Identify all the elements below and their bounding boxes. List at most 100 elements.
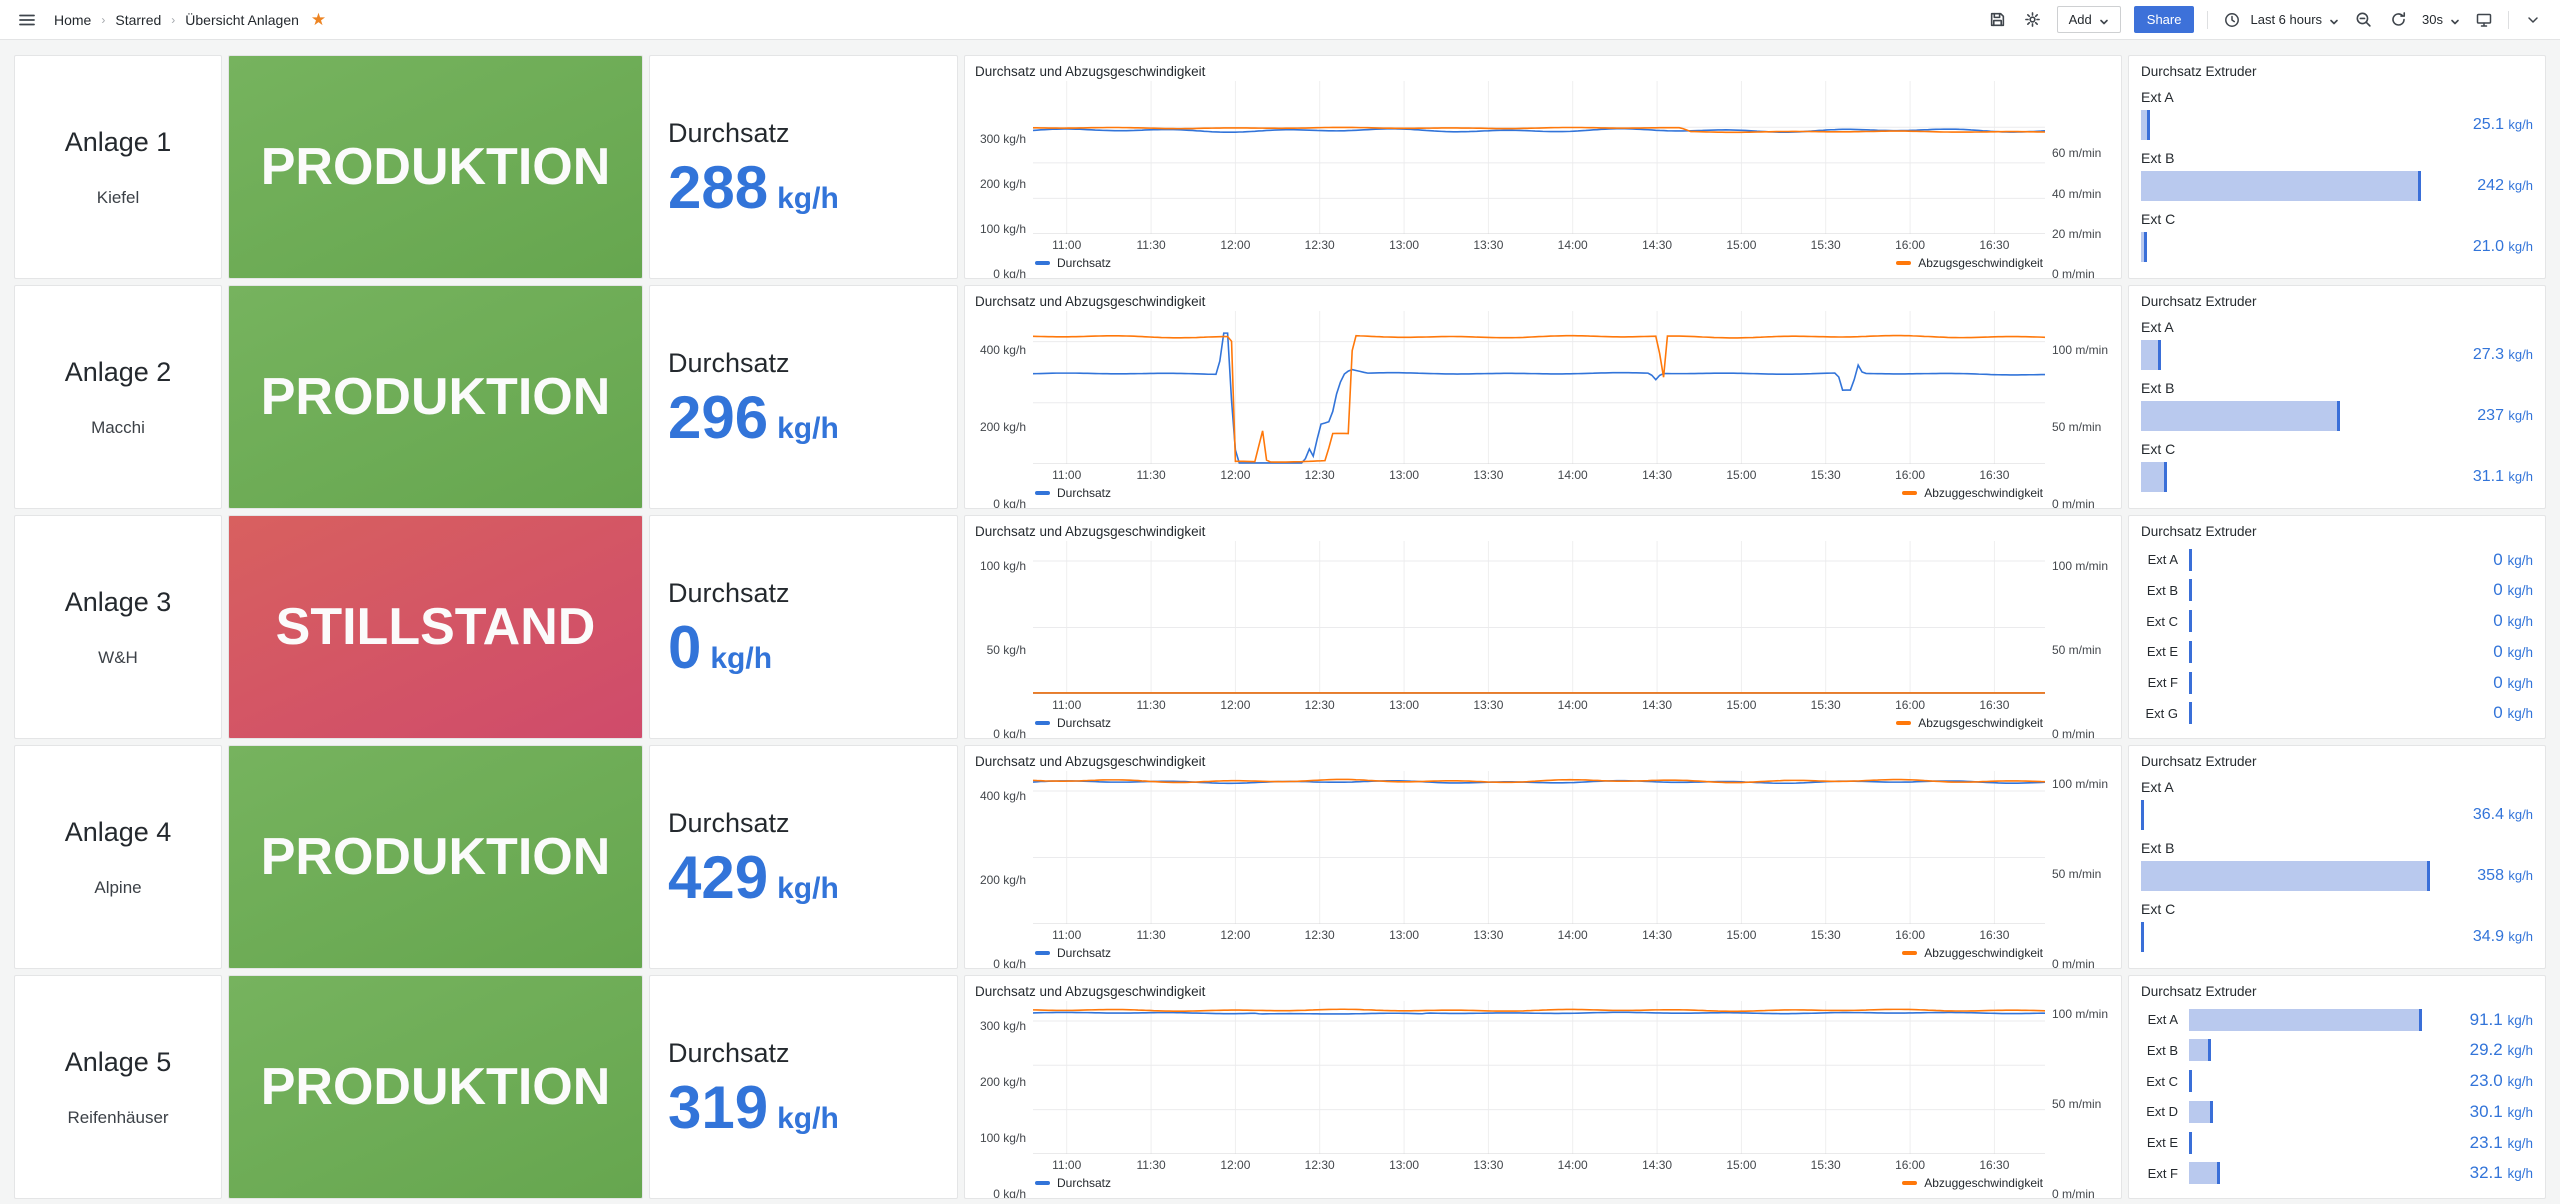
bargauge-item-value: 36.4 kg/h	[2433, 806, 2533, 824]
bargauge-item: Ext A 25.1 kg/h	[2141, 89, 2533, 140]
bargauge-item-row: 25.1 kg/h	[2141, 110, 2533, 140]
plant-manufacturer: Macchi	[91, 417, 145, 437]
legend-swatch	[1035, 260, 1050, 265]
y-axis-tick-label: 0 m/min	[2052, 267, 2095, 279]
bargauge-bar-fill	[2189, 1131, 2192, 1154]
x-axis-tick-label: 13:30	[1473, 468, 1504, 482]
bargauge-item-row: 36.4 kg/h	[2141, 800, 2533, 830]
bargauge-panel: Durchsatz Extruder Ext A 0 kg/h Ext B 0 kg/h…	[2128, 515, 2546, 739]
legend-swatch	[1035, 490, 1050, 495]
legend-swatch	[1902, 950, 1918, 955]
chart-canvas	[1033, 541, 2045, 694]
bargauge-bar-zone	[2141, 110, 2433, 140]
legend-item-durchsatz[interactable]: Durchsatz	[1035, 486, 1111, 500]
throughput-stat-panel: Durchsatz 0 kg/h	[649, 515, 958, 739]
save-icon[interactable]	[1987, 9, 2009, 31]
bargauge-item-label: Ext E	[2146, 644, 2178, 660]
x-axis-tick-label: 13:30	[1473, 928, 1504, 942]
status-label: PRODUKTION	[260, 828, 611, 886]
legend-item-abzugsgeschwindigkeit[interactable]: Abzugsgeschwindigkeit	[1896, 256, 2043, 270]
chevron-down-icon[interactable]	[2522, 9, 2544, 31]
bargauge-value-number: 32.1	[2469, 1163, 2503, 1183]
breadcrumb-separator: ›	[101, 12, 106, 27]
legend-label: Abzuggeschwindigkeit	[1924, 1175, 2043, 1190]
bargauge-item-value: 25.1 kg/h	[2433, 116, 2533, 134]
legend-item-durchsatz[interactable]: Durchsatz	[1035, 1176, 1111, 1190]
bargauge-bar-zone	[2189, 1070, 2429, 1093]
bargauge-item-value: 29.2 kg/h	[2429, 1040, 2533, 1060]
legend-item-durchsatz[interactable]: Durchsatz	[1035, 946, 1111, 960]
legend-item-abzugsgeschwindigkeit[interactable]: Abzuggeschwindigkeit	[1902, 1176, 2043, 1190]
bargauge-item-value: 0 kg/h	[2429, 673, 2533, 693]
tv-kiosk-icon[interactable]	[2473, 9, 2495, 31]
plot-area[interactable]	[1033, 81, 2045, 234]
y-axis-tick-label: 0 m/min	[2052, 497, 2095, 509]
y-axis-tick-label: 0 kg/h	[993, 267, 1026, 279]
bargauge-value-unit: kg/h	[2508, 469, 2533, 484]
settings-gear-icon[interactable]	[2022, 9, 2044, 31]
bargauge-item: Ext C 31.1 kg/h	[2141, 441, 2533, 492]
bargauge-item-value: 34.9 kg/h	[2433, 928, 2533, 946]
legend-item-abzugsgeschwindigkeit[interactable]: Abzugsgeschwindigkeit	[1896, 716, 2043, 730]
y-axis-left: 300 kg/h 200 kg/h 100 kg/h 0 kg/h	[975, 81, 1033, 278]
legend-item-durchsatz[interactable]: Durchsatz	[1035, 256, 1111, 270]
bargauge-item-label: Ext G	[2145, 705, 2178, 721]
plot-area[interactable]	[1033, 771, 2045, 924]
bargauge-item: Ext E 0 kg/h	[2141, 640, 2533, 664]
x-axis-tick-label: 14:30	[1642, 1158, 1673, 1172]
y-axis-tick-label: 50 m/min	[2052, 866, 2102, 881]
menu-icon[interactable]	[16, 9, 38, 31]
bargauge-title: Durchsatz Extruder	[2141, 294, 2257, 309]
bargauge-bar-zone	[2189, 1039, 2429, 1062]
refresh-icon[interactable]	[2387, 9, 2409, 31]
bargauge-item: Ext B 242 kg/h	[2141, 150, 2533, 201]
x-axis-tick-label: 14:30	[1642, 468, 1673, 482]
plot-area[interactable]	[1033, 311, 2045, 464]
zoom-out-icon[interactable]	[2352, 9, 2374, 31]
bargauge-value-unit: kg/h	[2507, 1012, 2533, 1028]
series-line-abzugsgeschwindigkeit	[1033, 336, 2045, 462]
x-axis-tick-label: 12:00	[1220, 1158, 1251, 1172]
breadcrumb-dashboard-title[interactable]: Übersicht Anlagen	[185, 11, 299, 28]
bargauge-item-value: 27.3 kg/h	[2433, 346, 2533, 364]
star-icon[interactable]: ★	[310, 9, 327, 29]
breadcrumb-starred[interactable]: Starred	[115, 11, 162, 28]
chart-body: 100 kg/h 50 kg/h 0 kg/h 11:00 11:30 12:00 12:3…	[975, 541, 2111, 738]
bargauge-bar-zone	[2189, 1100, 2429, 1123]
plot-area[interactable]	[1033, 1001, 2045, 1154]
y-axis-tick-label: 0 m/min	[2052, 957, 2095, 969]
bargauge-value-unit: kg/h	[2508, 117, 2533, 132]
plot-area[interactable]	[1033, 541, 2045, 694]
time-range-picker[interactable]: Last 6 hours	[2221, 9, 2339, 31]
bargauge-item: Ext D 30.1 kg/h	[2141, 1100, 2533, 1124]
legend-item-abzugsgeschwindigkeit[interactable]: Abzuggeschwindigkeit	[1902, 486, 2043, 500]
plant-name-panel: Anlage 2 Macchi	[14, 285, 222, 509]
legend-item-durchsatz[interactable]: Durchsatz	[1035, 716, 1111, 730]
timeseries-panel: Durchsatz und Abzugsgeschwindigkeit 300 k…	[964, 55, 2122, 279]
chart-legend: Durchsatz Abzuggeschwindigkeit	[1033, 1173, 2045, 1194]
bargauge-value-number: 34.9	[2472, 928, 2504, 945]
chart-legend: Durchsatz Abzuggeschwindigkeit	[1033, 483, 2045, 504]
refresh-interval-picker[interactable]: 30s	[2422, 12, 2460, 27]
bargauge-item-value: 0 kg/h	[2429, 642, 2533, 662]
legend-swatch	[1896, 720, 1912, 725]
x-axis-tick-label: 16:00	[1895, 1158, 1926, 1172]
legend-item-abzugsgeschwindigkeit[interactable]: Abzuggeschwindigkeit	[1902, 946, 2043, 960]
bargauge-bar-zone	[2189, 671, 2429, 694]
bargauge-item-row: 242 kg/h	[2141, 171, 2533, 201]
share-button[interactable]: Share	[2133, 6, 2195, 33]
x-axis-tick-label: 12:30	[1304, 238, 1335, 252]
add-button[interactable]: Add	[2056, 6, 2121, 33]
chart-body: 400 kg/h 200 kg/h 0 kg/h 11:00 11:30 12:00 12:…	[975, 311, 2111, 508]
timeseries-panel: Durchsatz und Abzugsgeschwindigkeit 400 k…	[964, 745, 2122, 969]
breadcrumb-home[interactable]: Home	[54, 11, 92, 28]
throughput-stat-panel: Durchsatz 296 kg/h	[649, 285, 958, 509]
bargauge-list: Ext A 0 kg/h Ext B 0 kg/h Ext C 0 kg/h Ext E 0 …	[2141, 539, 2533, 732]
x-axis-tick-label: 15:30	[1810, 1158, 1841, 1172]
x-axis-tick-label: 11:30	[1136, 1158, 1166, 1172]
chart-body: 300 kg/h 200 kg/h 100 kg/h 0 kg/h 11:00 11:30…	[975, 1001, 2111, 1198]
y-axis-tick-label: 100 kg/h	[979, 559, 1026, 574]
x-axis-tick-label: 13:30	[1473, 698, 1504, 712]
legend-swatch	[1035, 720, 1050, 725]
bargauge-item: Ext A 91.1 kg/h	[2141, 1008, 2533, 1032]
